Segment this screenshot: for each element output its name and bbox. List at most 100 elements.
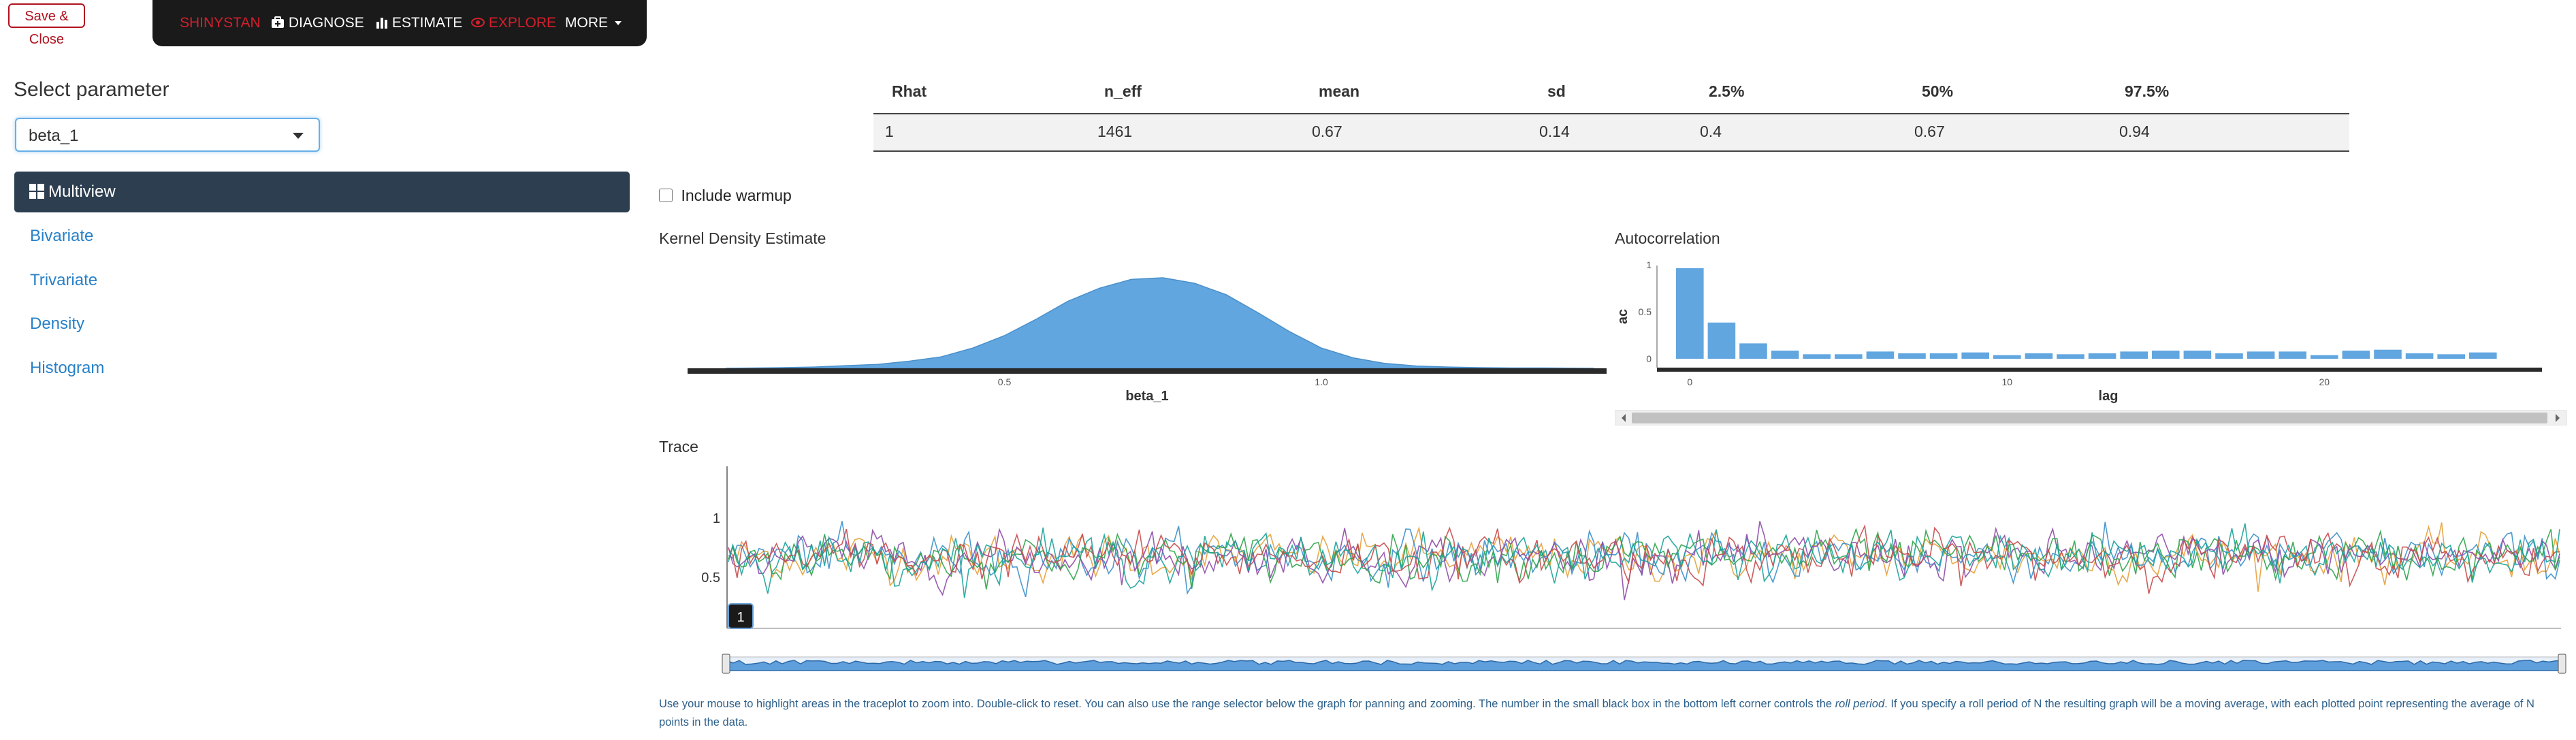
- acf-y-tick-label: 1: [1646, 259, 1652, 270]
- nav-explore[interactable]: EXPLORE: [471, 15, 556, 31]
- scroll-left-icon[interactable]: [1622, 414, 1626, 422]
- range-selector-overview: [726, 660, 2562, 671]
- brand-shinystan[interactable]: SHINYSTAN: [180, 15, 261, 31]
- table-cell-q50: 0.67: [1914, 123, 1945, 140]
- acf-bar: [1866, 351, 1895, 359]
- help-text-part2: . If you specify a roll period of N the …: [659, 698, 2534, 728]
- table-bottom-divider: [873, 150, 2349, 152]
- trace-title: Trace: [659, 438, 698, 455]
- acf-chart[interactable]: 0 0.5 1 ac 0 10 20 lag: [1615, 252, 2568, 425]
- table-row-bg: [873, 114, 2349, 150]
- table-header-neff: n_eff: [1104, 82, 1142, 100]
- acf-bar: [2405, 353, 2434, 359]
- table-cell-rhat: 1: [885, 123, 894, 140]
- sidebar-item-trivariate[interactable]: Trivariate: [30, 271, 98, 289]
- trace-series-line: [728, 523, 2560, 598]
- table-header-sd: sd: [1547, 82, 1566, 100]
- table-header-q025: 2.5%: [1709, 82, 1745, 100]
- table-header-q975: 97.5%: [2125, 82, 2170, 100]
- range-selector-right-handle[interactable]: [2558, 654, 2566, 674]
- sidebar-item-multiview[interactable]: Multiview: [14, 172, 630, 212]
- acf-bar: [2437, 354, 2465, 359]
- acf-bar: [1739, 343, 1767, 359]
- acf-bar: [2215, 353, 2243, 359]
- table-header-q50: 50%: [1922, 82, 1954, 100]
- kde-tick-label: 1.0: [1315, 376, 1328, 387]
- caret-down-icon: [293, 133, 304, 139]
- include-warmup-label: Include warmup: [681, 187, 792, 204]
- acf-bar: [2152, 351, 2180, 359]
- table-cell-mean: 0.67: [1312, 123, 1342, 140]
- nav-more[interactable]: MORE: [565, 15, 622, 31]
- acf-bar: [2088, 353, 2116, 359]
- nav-more-label: MORE: [565, 15, 608, 31]
- table-header-mean: mean: [1319, 82, 1360, 100]
- kde-axis-line: [688, 368, 1607, 374]
- trace-series-lines: [728, 521, 2560, 600]
- nav-explore-label: EXPLORE: [488, 15, 557, 31]
- trace-help-text: Use your mouse to highlight areas in the…: [659, 695, 2551, 732]
- parameter-select[interactable]: beta_1: [15, 118, 320, 152]
- help-text-part1: Use your mouse to highlight areas in the…: [659, 698, 1835, 710]
- save-close-button[interactable]: Save & Close: [8, 3, 85, 47]
- trace-y-tick-label: 0.5: [701, 570, 720, 585]
- acf-bar: [1707, 322, 1736, 359]
- bar-chart-icon: [376, 18, 387, 29]
- acf-bar: [2057, 354, 2084, 359]
- eye-icon: [471, 18, 485, 27]
- sidebar-item-histogram[interactable]: Histogram: [30, 359, 105, 377]
- acf-y-axis-label: ac: [1615, 309, 1630, 324]
- parameter-select-value: beta_1: [29, 127, 79, 145]
- trace-y-tick-label: 1: [713, 511, 720, 526]
- acf-bar: [1961, 352, 1989, 359]
- acf-bar: [2025, 353, 2053, 359]
- sidebar-item-density[interactable]: Density: [30, 315, 85, 333]
- acf-bar: [2279, 351, 2306, 359]
- table-cell-sd: 0.14: [1539, 123, 1570, 140]
- acf-bar: [2469, 352, 2497, 359]
- kde-title: Kernel Density Estimate: [659, 229, 826, 247]
- acf-scrollbar-thumb[interactable]: [1632, 413, 2547, 423]
- table-header-rhat: Rhat: [892, 82, 927, 100]
- nav-diagnose[interactable]: DIAGNOSE: [271, 15, 364, 31]
- table-cell-q975: 0.94: [2119, 123, 2150, 140]
- trace-series-line: [728, 521, 2560, 600]
- acf-bar: [2342, 351, 2370, 359]
- acf-bar: [1771, 351, 1799, 359]
- acf-bar: [1929, 353, 1958, 359]
- kde-chart[interactable]: 0.5 1.0 beta_1: [681, 252, 1613, 415]
- nav-diagnose-label: DIAGNOSE: [288, 15, 364, 31]
- acf-bar: [1993, 355, 2021, 359]
- summary-table: [873, 68, 2349, 153]
- trace-chart[interactable]: 1 0.5 1: [681, 460, 2566, 677]
- acf-bars: [1676, 268, 2497, 359]
- nav-estimate[interactable]: ESTIMATE: [376, 15, 462, 31]
- acf-x-axis-label: lag: [2099, 389, 2119, 404]
- acf-y-tick-label: 0: [1646, 353, 1652, 364]
- stethoscope-icon: [272, 16, 284, 28]
- caret-down-icon: [614, 21, 622, 25]
- acf-y-tick-label: 0.5: [1639, 306, 1652, 317]
- table-cell-neff: 1461: [1097, 123, 1133, 140]
- acf-bar: [2374, 349, 2402, 359]
- sidebar-item-label: Multiview: [48, 182, 116, 201]
- kde-tick-label: 0.5: [998, 376, 1012, 387]
- acf-x-axis-line: [1657, 368, 2542, 372]
- acf-bar: [1898, 353, 1926, 359]
- acf-bar: [2183, 351, 2212, 359]
- acf-x-tick-label: 0: [1687, 376, 1692, 387]
- roll-period-box[interactable]: [728, 603, 754, 629]
- range-selector-left-handle[interactable]: [722, 654, 730, 674]
- acf-bar: [1676, 268, 1704, 359]
- acf-bar: [1835, 354, 1863, 359]
- grid-icon: [29, 184, 44, 199]
- acf-bar: [2247, 351, 2275, 359]
- scroll-right-icon[interactable]: [2556, 414, 2560, 422]
- include-warmup-checkbox[interactable]: [659, 189, 673, 202]
- sidebar-item-bivariate[interactable]: Bivariate: [30, 227, 94, 245]
- acf-x-tick-label: 20: [2319, 376, 2330, 387]
- acf-x-tick-label: 10: [2002, 376, 2013, 387]
- kde-density-area: [725, 277, 1594, 369]
- acf-bar: [1803, 354, 1831, 359]
- nav-estimate-label: ESTIMATE: [391, 15, 463, 31]
